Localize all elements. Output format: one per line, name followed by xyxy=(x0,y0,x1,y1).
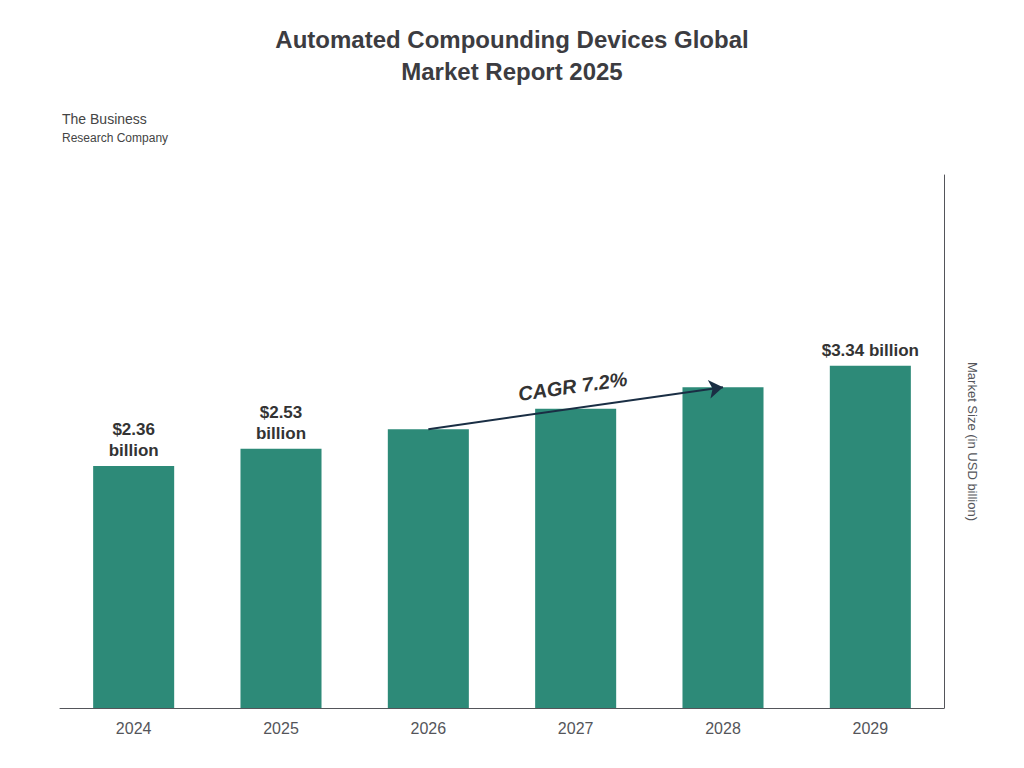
svg-text:$3.34 billion: $3.34 billion xyxy=(822,341,919,360)
svg-text:CAGR 7.2%: CAGR 7.2% xyxy=(517,368,629,405)
svg-text:2027: 2027 xyxy=(558,720,594,737)
svg-text:2029: 2029 xyxy=(853,720,889,737)
svg-text:2024: 2024 xyxy=(116,720,152,737)
svg-text:$2.36: $2.36 xyxy=(112,420,155,439)
svg-text:The Business: The Business xyxy=(62,111,147,127)
svg-text:Market Report 2025: Market Report 2025 xyxy=(401,58,622,85)
svg-text:2026: 2026 xyxy=(411,720,447,737)
svg-text:Research Company: Research Company xyxy=(62,131,168,145)
svg-text:2028: 2028 xyxy=(705,720,741,737)
svg-text:billion: billion xyxy=(109,441,159,460)
svg-text:$2.53: $2.53 xyxy=(260,403,303,422)
svg-text:Automated Compounding Devices: Automated Compounding Devices Global xyxy=(275,26,748,53)
svg-text:billion: billion xyxy=(256,424,306,443)
svg-text:2025: 2025 xyxy=(263,720,299,737)
svg-text:Market Size (in USD billion): Market Size (in USD billion) xyxy=(965,362,980,521)
